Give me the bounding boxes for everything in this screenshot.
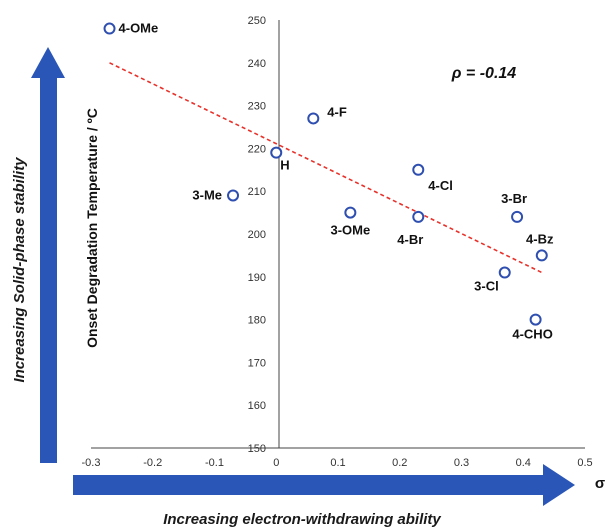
y-tick-label: 230: [248, 101, 266, 113]
data-point: [412, 163, 425, 176]
y-direction-arrow: [31, 47, 65, 463]
point-label: H: [280, 158, 289, 173]
x-tick-label: 0.5: [577, 457, 592, 469]
y-tick-label: 220: [248, 143, 266, 155]
data-point: [307, 112, 320, 125]
point-label: 4-CHO: [512, 327, 552, 342]
x-tick-label: -0.1: [205, 457, 224, 469]
point-label: 4-Bz: [526, 231, 554, 246]
point-label: 4-OMe: [119, 21, 159, 36]
data-point: [270, 146, 283, 159]
x-arrow-shaft: [73, 475, 545, 495]
trendline: [109, 62, 543, 274]
y-tick-label: 160: [248, 400, 266, 412]
x-arrow-head: [543, 464, 575, 506]
x-tick-label: -0.3: [82, 457, 101, 469]
point-label: 3-Me: [192, 187, 222, 202]
x-axis-label: σ: [595, 475, 605, 492]
data-point: [498, 266, 511, 279]
data-point: [412, 210, 425, 223]
y-arrow-shaft: [40, 76, 57, 463]
x-tick-label: -0.2: [143, 457, 162, 469]
y-tick-label: 150: [248, 443, 266, 455]
data-point: [511, 210, 524, 223]
x-tick-label: 0.2: [392, 457, 407, 469]
y-tick-label: 240: [248, 58, 266, 70]
x-arrow-label: Increasing electron-withdrawing ability: [163, 511, 441, 528]
y-tick-label: 200: [248, 229, 266, 241]
y-tick-label: 180: [248, 315, 266, 327]
point-label: 4-Cl: [428, 178, 453, 193]
point-label: 3-Cl: [474, 279, 499, 294]
data-point: [529, 313, 542, 326]
point-label: 4-F: [327, 104, 347, 119]
x-direction-arrow: [73, 464, 575, 506]
point-label: 3-OMe: [330, 223, 370, 238]
data-point: [227, 189, 240, 202]
x-tick-labels: -0.3 -0.2 -0.1 0 0.1 0.2 0.3 0.4 0.5: [82, 457, 593, 469]
data-points: [103, 22, 548, 326]
y-tick-label: 210: [248, 186, 266, 198]
x-tick-label: 0.4: [516, 457, 531, 469]
y-axis-label: Onset Degradation Temperature / ºC: [84, 108, 100, 348]
data-point: [535, 249, 548, 262]
correlation-annotation: ρ = -0.14: [451, 65, 516, 82]
y-tick-label: 190: [248, 272, 266, 284]
point-label: 4-Br: [397, 232, 423, 247]
y-tick-label: 170: [248, 357, 266, 369]
point-labels: 4-OMe 4-F H 3-Me 3-OMe 4-Cl 4-Br 3-Br 4-Bz 3-Cl 4-…: [119, 21, 554, 342]
x-tick-label: 0.1: [330, 457, 345, 469]
y-tick-labels: 150 160 170 180 190 200 210 220 230 240 250: [248, 15, 266, 455]
point-label: 3-Br: [501, 191, 527, 206]
data-point: [344, 206, 357, 219]
y-arrow-head: [31, 47, 65, 78]
data-point: [103, 22, 116, 35]
y-arrow-label: Increasing Solid-phase stability: [11, 157, 28, 383]
y-tick-label: 250: [248, 15, 266, 27]
x-tick-label: 0.3: [454, 457, 469, 469]
x-tick-label: 0: [273, 457, 279, 469]
